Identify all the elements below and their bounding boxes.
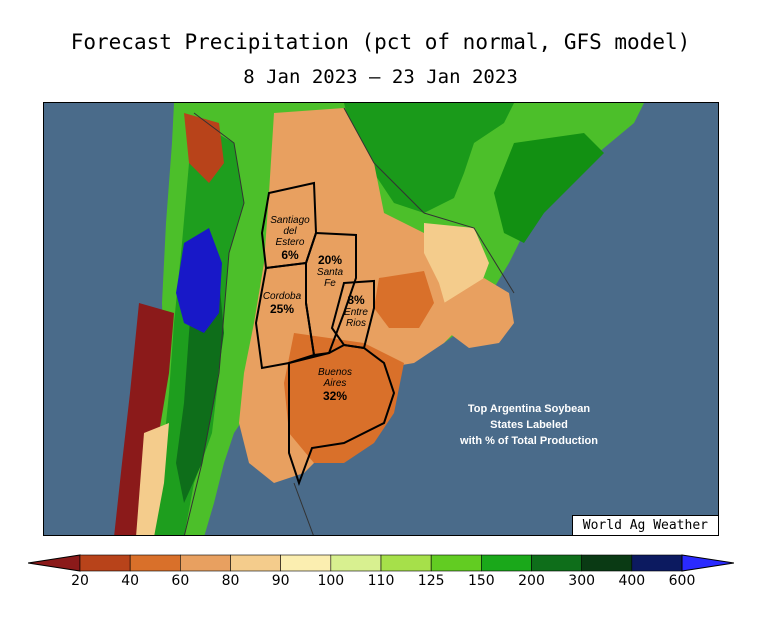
legend-tick-label: 40 [121,573,140,589]
state-pct: 6% [281,248,299,262]
legend-tick-label: 100 [317,573,345,589]
color-legend: 20 40 60 80 90 100 110 125 150 200 300 400 600 [28,553,734,613]
uruguay-land [444,278,514,348]
state-name-line: Entre [344,307,368,318]
legend-swatch [481,554,532,572]
country-borders [183,107,515,535]
map-note: Top Argentina Soybean States Labeled wit… [424,401,634,449]
credit-label: World Ag Weather [571,515,718,535]
state-name-line: Buenos [318,367,352,378]
legend-tick-label: 400 [618,573,646,589]
map-graphic [44,103,718,535]
state-name-line: Rios [345,318,366,329]
label-buenos-aires: Buenos Aires 32% [310,367,360,403]
andes-dark-green [176,273,224,503]
province-buenos-aires [288,343,396,487]
legend-swatch [79,554,131,572]
andes-blue-core [176,228,222,333]
dry-patch-er [374,271,434,328]
state-name-line: Cordoba [262,291,302,302]
legend-swatch [430,554,482,572]
legend-bar [28,554,734,572]
legend-swatch [531,554,582,572]
legend-swatch [330,554,382,572]
legend-tick-label: 125 [417,573,445,589]
chile-coast-brown [114,303,174,535]
legend-tick-label: 200 [518,573,545,589]
state-name-line: Estero [275,237,305,248]
dry-darker-orange [284,333,404,463]
chile-south-light [136,423,169,535]
legend-swatch [230,554,281,572]
legend-tick-label: 110 [367,573,395,589]
chile-north-brown [184,113,224,183]
state-name-line: Aires [323,378,347,389]
legend-tick-label: 80 [221,573,240,589]
state-name-line: Santiago [270,215,310,226]
state-pct: 8% [347,293,365,307]
legend-tick-label: 600 [668,573,696,589]
note-line: States Labeled [490,419,568,431]
legend-tick-label: 60 [171,573,190,589]
state-pct: 20% [317,253,343,267]
state-name-line: del [283,226,297,237]
chart-title: Forecast Precipitation (pct of normal, G… [70,30,691,54]
legend-swatch [180,554,231,572]
note-line: with % of Total Production [460,435,598,447]
label-santiago-del-estero: Santiago del Estero 6% [262,215,318,262]
label-cordoba: Cordoba 25% [254,291,310,316]
note-line: Top Argentina Soybean [467,403,591,415]
legend-arrow-left [28,554,81,572]
legend-swatch [581,554,633,572]
legend-tick-label: 300 [568,573,596,589]
state-pct: 25% [269,302,295,316]
label-santa-fe: 20% Santa Fe [310,253,350,289]
state-name-line: Santa [316,267,344,278]
land-dark-green-north [344,103,514,213]
legend-tick-label: 90 [271,573,290,589]
legend-arrow-right [681,554,734,572]
legend-tick-label: 20 [71,573,89,589]
precipitation-map: Santiago del Estero 6% 20% Santa Fe Cord… [43,102,719,536]
legend-swatch [280,554,332,572]
land-dark-green-coast [494,133,604,243]
state-pct: 32% [322,389,348,403]
state-name-line: Fe [324,278,336,289]
date-range: 8 Jan 2023 – 23 Jan 2023 [243,66,518,88]
legend-swatch [380,554,432,572]
legend-swatch [129,554,181,572]
legend-tick-label: 150 [467,573,495,589]
legend-swatch [631,554,683,572]
label-entre-rios: 8% Entre Rios [336,293,376,329]
